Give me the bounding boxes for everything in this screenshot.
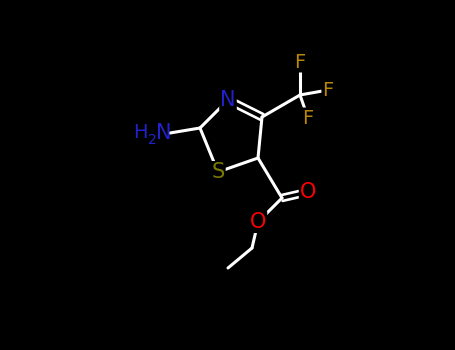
Text: F: F xyxy=(323,80,334,99)
Text: S: S xyxy=(212,162,225,182)
Text: F: F xyxy=(294,52,306,71)
Text: 2: 2 xyxy=(148,133,157,147)
Text: O: O xyxy=(300,182,316,202)
Text: N: N xyxy=(156,123,172,143)
Text: H: H xyxy=(133,124,148,142)
Text: O: O xyxy=(250,212,266,232)
Text: F: F xyxy=(303,108,313,127)
Text: N: N xyxy=(220,90,236,110)
